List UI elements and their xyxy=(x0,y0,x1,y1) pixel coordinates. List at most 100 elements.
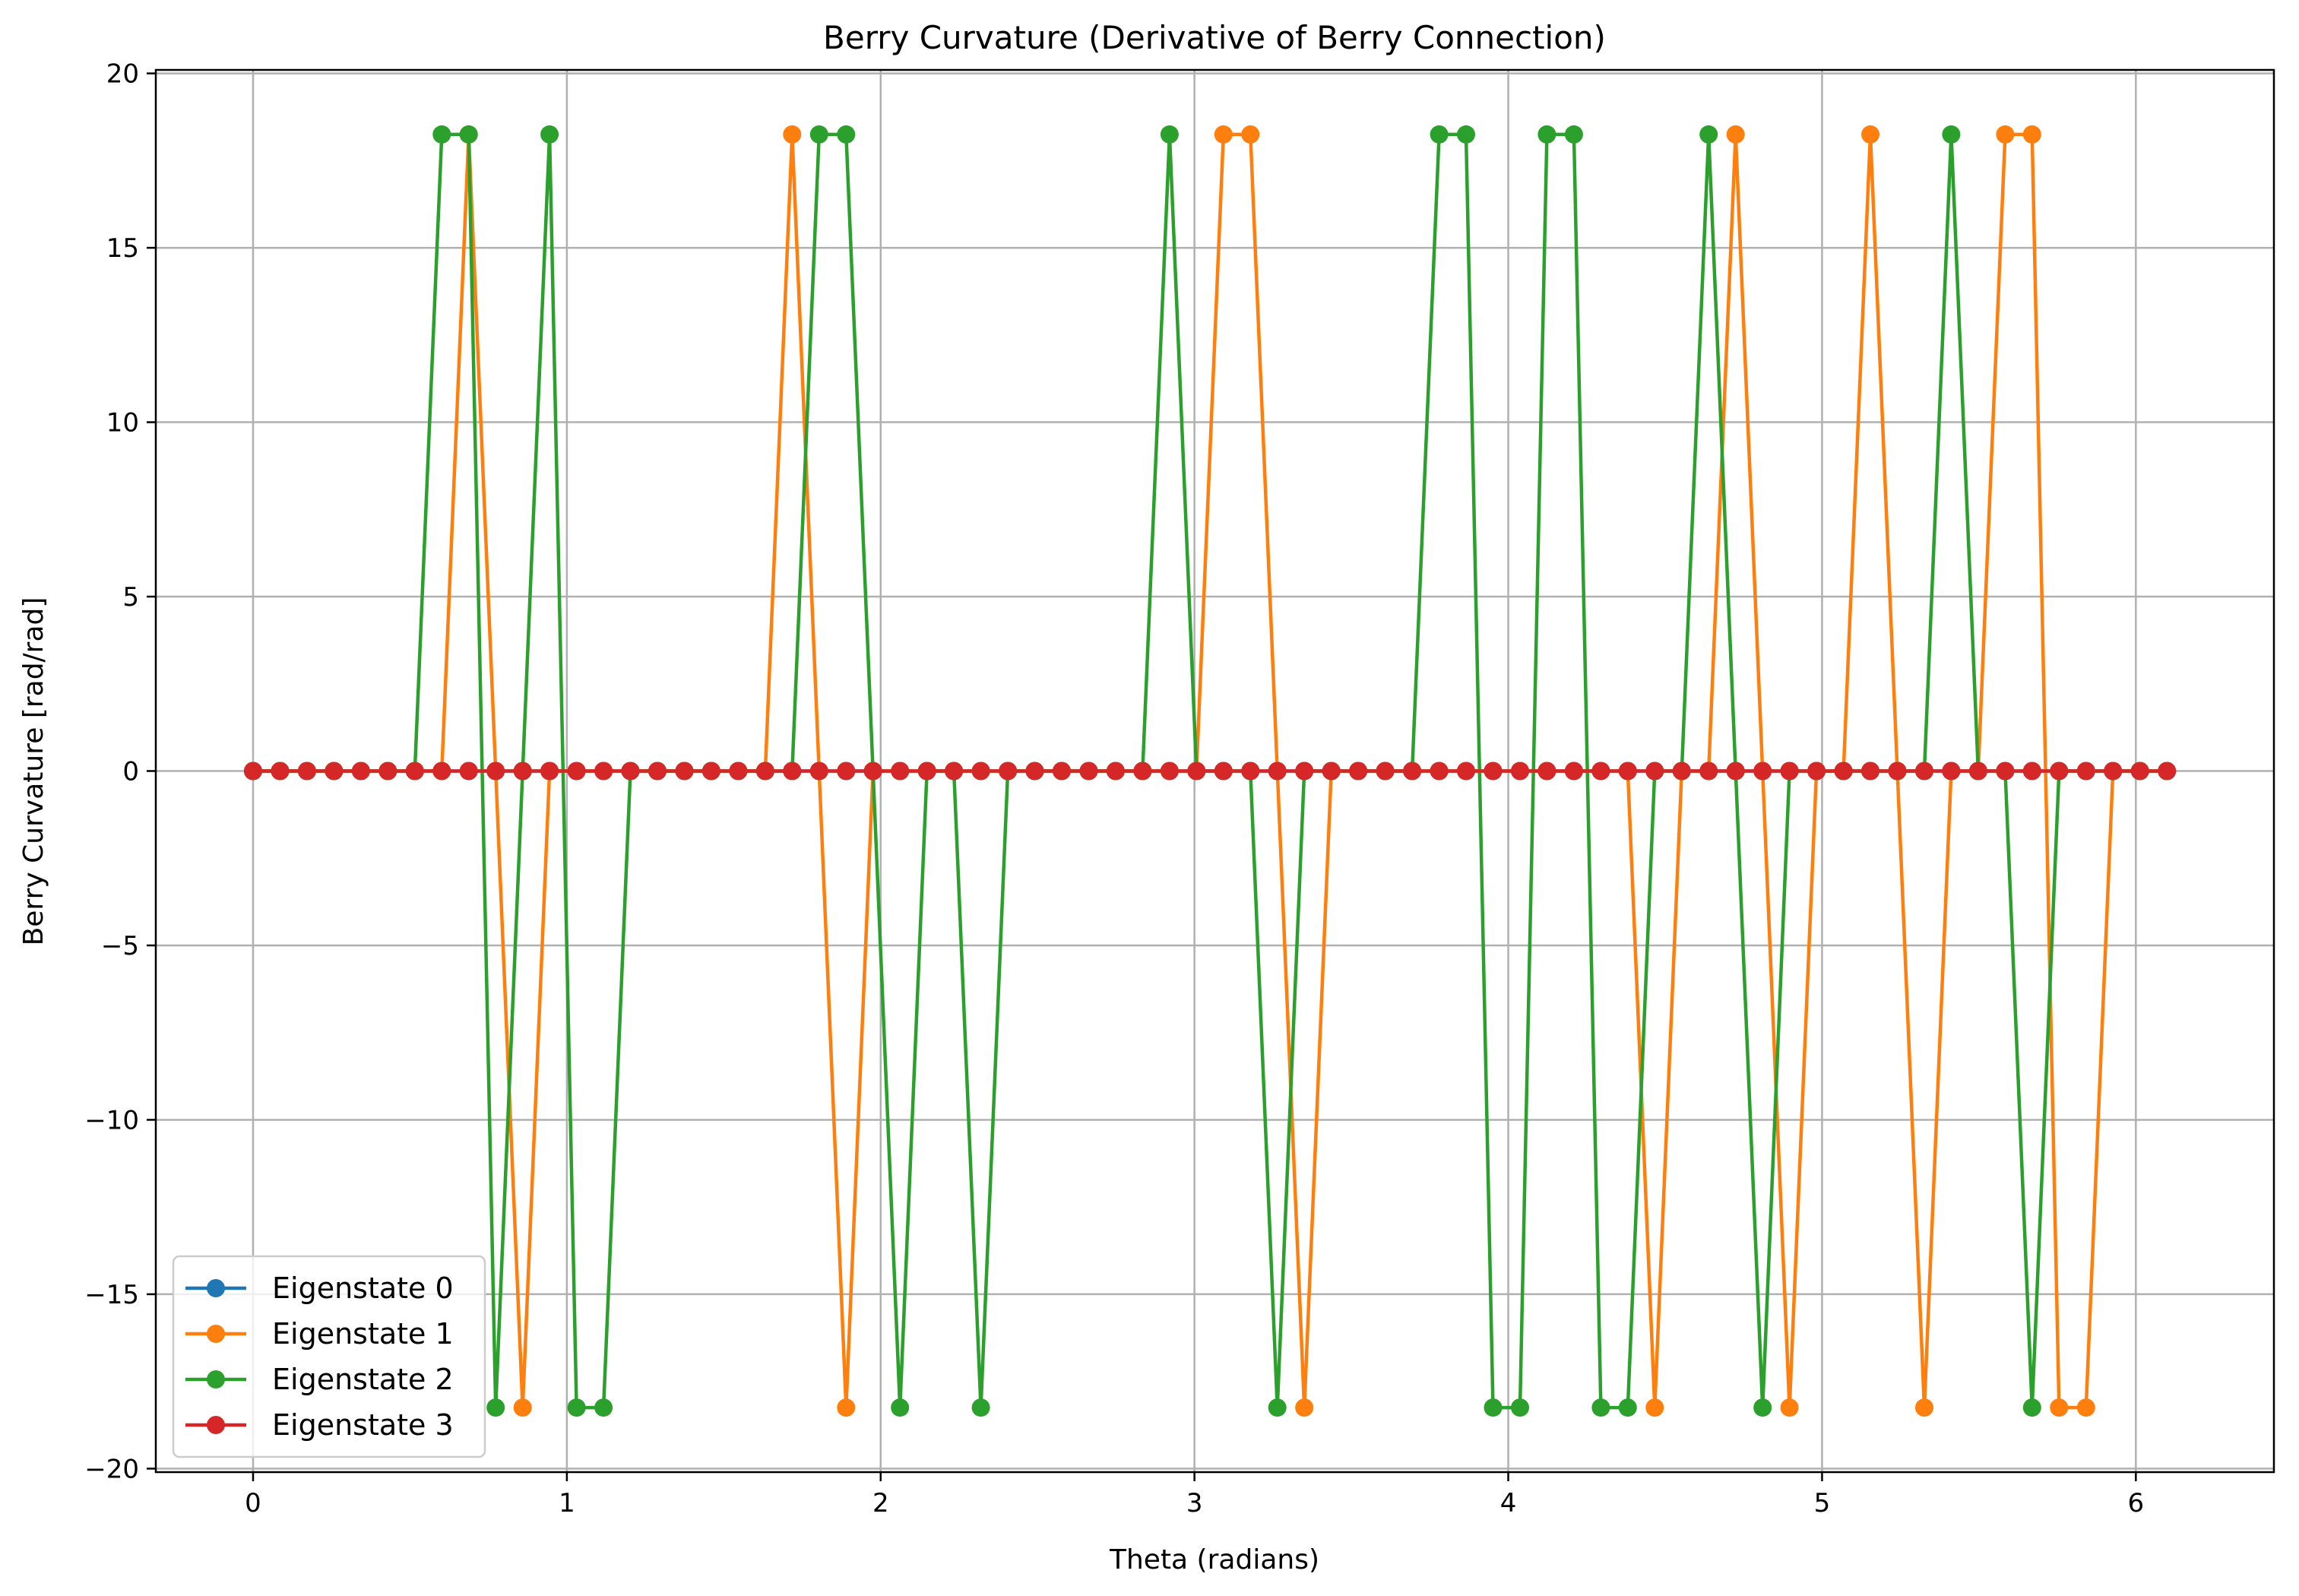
data-point xyxy=(809,762,828,781)
legend-marker xyxy=(207,1370,225,1389)
series-3 xyxy=(244,762,2177,781)
data-point xyxy=(378,762,397,781)
data-point xyxy=(2050,1398,2069,1417)
data-point xyxy=(1457,762,1475,781)
data-point xyxy=(1726,762,1745,781)
data-point xyxy=(1672,762,1691,781)
data-point xyxy=(837,125,856,144)
legend-item: Eigenstate 0 xyxy=(185,1271,454,1305)
data-point xyxy=(1511,1398,1529,1417)
data-point xyxy=(1133,762,1152,781)
data-point xyxy=(1807,762,1826,781)
data-point xyxy=(1753,1398,1772,1417)
data-point xyxy=(2022,762,2041,781)
legend-marker xyxy=(207,1279,225,1297)
data-point xyxy=(297,762,316,781)
data-point xyxy=(1106,762,1125,781)
data-point xyxy=(1726,125,1745,144)
data-point xyxy=(1861,125,1879,144)
series-layer xyxy=(244,125,2177,1417)
data-point xyxy=(999,762,1018,781)
data-point xyxy=(1214,125,1233,144)
data-point xyxy=(1591,1398,1610,1417)
data-point xyxy=(2076,762,2095,781)
data-point xyxy=(863,762,882,781)
data-point xyxy=(675,762,694,781)
data-point xyxy=(1025,762,1044,781)
data-point xyxy=(1699,762,1718,781)
data-point xyxy=(1753,762,1772,781)
data-point xyxy=(2158,762,2177,781)
data-point xyxy=(1430,762,1449,781)
data-point xyxy=(459,762,478,781)
data-point xyxy=(1915,1398,1933,1417)
data-point xyxy=(701,762,720,781)
x-tick-label: 1 xyxy=(559,1488,575,1518)
x-tick-label: 2 xyxy=(872,1488,889,1518)
data-point xyxy=(1241,762,1260,781)
data-point xyxy=(1349,762,1368,781)
y-tick-label: −15 xyxy=(84,1280,139,1310)
data-point xyxy=(1295,762,1314,781)
y-tick-label: 5 xyxy=(122,582,139,613)
data-point xyxy=(351,762,370,781)
data-point xyxy=(1942,125,1961,144)
data-point xyxy=(1780,762,1799,781)
legend-label: Eigenstate 1 xyxy=(272,1317,454,1351)
data-point xyxy=(567,762,586,781)
data-point xyxy=(837,762,856,781)
data-point xyxy=(1187,762,1206,781)
legend-item: Eigenstate 1 xyxy=(185,1317,454,1351)
legend-box xyxy=(172,1255,486,1458)
data-point xyxy=(1268,762,1287,781)
data-point xyxy=(1295,1398,1314,1417)
data-point xyxy=(1053,762,1071,781)
data-point xyxy=(1780,1398,1799,1417)
data-point xyxy=(513,762,532,781)
data-point xyxy=(513,1398,532,1417)
data-point xyxy=(2130,762,2149,781)
data-point xyxy=(648,762,667,781)
data-point xyxy=(621,762,640,781)
data-point xyxy=(1942,762,1961,781)
data-point xyxy=(325,762,344,781)
data-point xyxy=(432,762,451,781)
grid-lines xyxy=(156,70,2274,1472)
data-point xyxy=(1861,762,1879,781)
data-point xyxy=(2022,125,2041,144)
data-point xyxy=(1968,762,1987,781)
data-point xyxy=(1537,762,1556,781)
legend-label: Eigenstate 2 xyxy=(272,1363,454,1396)
axis-ticks: 0 1 2 3 4 5 6 −20 −15 −10 −5 0 5 10 15 20 xyxy=(84,59,2144,1518)
data-point xyxy=(2076,1398,2095,1417)
y-tick-label: 20 xyxy=(106,59,139,90)
data-point xyxy=(1699,125,1718,144)
data-point xyxy=(783,762,802,781)
data-point xyxy=(755,762,774,781)
data-point xyxy=(1214,762,1233,781)
data-point xyxy=(837,1398,856,1417)
data-point xyxy=(1241,125,1260,144)
y-tick-label: −20 xyxy=(84,1454,139,1484)
y-tick-label: −10 xyxy=(84,1105,139,1135)
data-point xyxy=(891,1398,910,1417)
data-point xyxy=(1403,762,1422,781)
data-point xyxy=(1322,762,1341,781)
data-point xyxy=(1079,762,1098,781)
data-point xyxy=(1618,1398,1637,1417)
data-point xyxy=(1834,762,1853,781)
data-point xyxy=(1996,762,2015,781)
x-tick-label: 5 xyxy=(1814,1488,1831,1518)
legend-label: Eigenstate 3 xyxy=(272,1408,454,1442)
data-point xyxy=(1888,762,1907,781)
x-axis-label: Theta (radians) xyxy=(1109,1544,1319,1575)
y-tick-label: 0 xyxy=(122,757,139,787)
legend-item: Eigenstate 2 xyxy=(185,1363,454,1396)
y-tick-label: −5 xyxy=(101,931,139,961)
data-point xyxy=(459,125,478,144)
x-tick-label: 3 xyxy=(1186,1488,1203,1518)
data-point xyxy=(1645,762,1664,781)
data-point xyxy=(405,762,424,781)
data-point xyxy=(567,1398,586,1417)
